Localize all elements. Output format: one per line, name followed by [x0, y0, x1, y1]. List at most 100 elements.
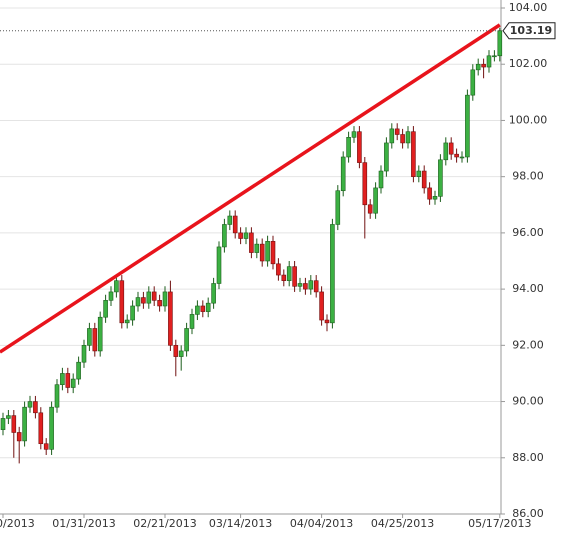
candle-body — [168, 291, 173, 346]
candle-body — [405, 131, 411, 144]
candle-body — [254, 243, 260, 253]
y-tick-label: 94.00 — [512, 282, 544, 295]
y-tick-label: 102.00 — [509, 57, 548, 70]
candle-body — [76, 361, 81, 380]
candle-body — [11, 415, 17, 433]
candle-body — [330, 224, 335, 324]
candle-body — [124, 319, 130, 324]
candle-body — [454, 153, 459, 158]
candle-body — [195, 305, 200, 315]
candle-body — [92, 328, 98, 352]
x-tick-label: 02/21/2013 — [133, 517, 196, 530]
candle-body — [249, 232, 254, 253]
candle-body — [200, 305, 206, 312]
candle-body — [0, 418, 6, 430]
candle-body — [281, 274, 287, 281]
candle-body — [33, 401, 38, 414]
candle-body — [313, 280, 319, 293]
x-tick-label: 04/25/2013 — [371, 517, 434, 530]
candle-body — [362, 162, 368, 206]
candle-body — [205, 302, 211, 312]
candle-body — [216, 246, 222, 284]
candle-body — [54, 384, 60, 408]
candle-body — [173, 345, 179, 357]
candle-body — [400, 134, 405, 144]
candle-body — [481, 63, 486, 68]
candle-body — [87, 328, 92, 346]
candle-body — [222, 224, 227, 248]
candle-body — [22, 406, 27, 442]
candle-body — [340, 156, 346, 192]
candle-body — [151, 291, 157, 301]
candle-body — [81, 345, 87, 363]
candle-body — [432, 196, 438, 200]
y-tick-label: 104.00 — [509, 1, 548, 14]
candle-body — [411, 131, 416, 177]
candle-body — [308, 280, 314, 290]
candle-body — [324, 319, 330, 324]
candle-body — [286, 266, 292, 281]
candle-body — [243, 232, 249, 239]
candle-body — [367, 204, 373, 214]
candle-body — [346, 137, 351, 158]
candle-body — [465, 94, 470, 158]
candle-body — [65, 373, 71, 388]
candle-body — [189, 314, 195, 329]
candle-body — [146, 291, 152, 304]
candle-body — [119, 280, 125, 324]
candle-body — [270, 241, 276, 265]
candle-body — [384, 142, 389, 172]
x-tick-label: 01/31/2013 — [52, 517, 115, 530]
candle-body — [394, 128, 400, 135]
candle-body — [60, 373, 65, 385]
candle-body — [276, 263, 281, 276]
candle-body — [389, 128, 395, 144]
candle-body — [378, 170, 384, 189]
candle-body — [97, 316, 103, 352]
y-tick-label: 96.00 — [512, 226, 544, 239]
candle-body — [448, 142, 454, 155]
candle-body — [227, 215, 233, 225]
y-tick-label: 90.00 — [512, 395, 544, 408]
x-tick-label: 03/14/2013 — [209, 517, 272, 530]
candle-body — [421, 170, 427, 189]
candle-body — [497, 30, 503, 57]
candle-body — [6, 415, 11, 419]
candle-body — [178, 350, 184, 357]
candle-body — [492, 55, 497, 58]
candle-body — [43, 443, 49, 450]
y-tick-label: 86.00 — [512, 507, 544, 520]
candle-body — [70, 378, 76, 388]
candle-body — [141, 297, 146, 304]
candle-body — [38, 412, 44, 445]
candle-body — [108, 291, 114, 301]
x-tick-label: 04/04/2013 — [290, 517, 353, 530]
candle-body — [135, 297, 141, 307]
candle-body — [335, 190, 341, 225]
candle-body — [303, 283, 308, 290]
candle-body — [232, 215, 238, 234]
candle-body — [157, 300, 162, 307]
candle-body — [211, 283, 216, 304]
candle-body — [114, 280, 119, 293]
candle-body — [427, 187, 432, 200]
candle-body — [259, 243, 265, 262]
candle-body — [319, 291, 324, 321]
candle-body — [443, 142, 449, 161]
candle-body — [438, 159, 443, 197]
candle-body — [27, 401, 33, 408]
y-tick-label: 88.00 — [512, 451, 544, 464]
candle-body — [486, 55, 492, 68]
candle-body — [297, 283, 303, 287]
y-tick-label: 100.00 — [509, 113, 548, 126]
x-tick-label: 01/10/2013 — [0, 517, 35, 530]
trendline — [0, 23, 501, 354]
candle-body — [351, 131, 357, 138]
candle-body — [416, 170, 422, 177]
last-price-label: 103.19 — [510, 24, 552, 37]
x-tick-label: 05/17/2013 — [468, 517, 531, 530]
candle-body — [475, 63, 481, 71]
candle-body — [470, 69, 476, 96]
candle-body — [373, 187, 378, 214]
